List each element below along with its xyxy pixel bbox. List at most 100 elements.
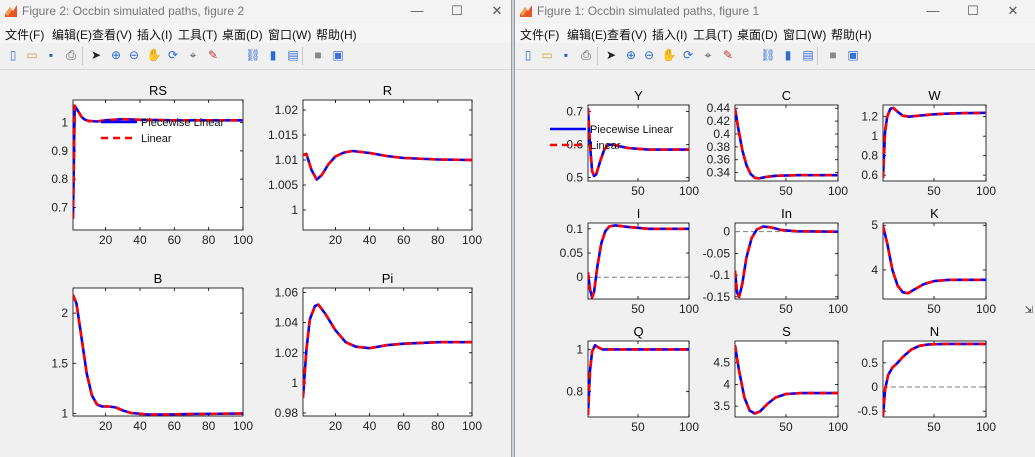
minimize-button[interactable]: — <box>926 3 940 18</box>
y-tick-label: 5 <box>871 218 878 232</box>
axes-q[interactable]: Q 50 100 0.8 1 <box>566 324 699 434</box>
legend[interactable]: Piecewise Linear Linear <box>550 124 673 152</box>
figure-window-2[interactable]: Figure 2: Occbin simulated paths, figure… <box>0 0 512 457</box>
series-line-linear <box>883 225 986 295</box>
legend-icon[interactable]: ▤ <box>287 48 299 62</box>
axes-title: RS <box>149 83 167 98</box>
y-tick-label: 0.8 <box>51 172 68 186</box>
menu-view[interactable]: 查看(V) <box>92 28 132 42</box>
title-bar[interactable]: Figure 1: Occbin simulated paths, figure… <box>515 0 1035 22</box>
x-tick-label: 80 <box>202 233 216 247</box>
pointer-icon[interactable]: ➤ <box>90 48 102 62</box>
hide-plot-tools-icon[interactable]: ■ <box>314 48 322 62</box>
figure-window-1[interactable]: Figure 1: Occbin simulated paths, figure… <box>514 0 1035 457</box>
menu-help[interactable]: 帮助(H) <box>831 28 872 42</box>
colorbar-icon[interactable]: ▮ <box>784 48 792 62</box>
x-tick-label: 50 <box>927 420 941 434</box>
axes-title: B <box>154 271 163 286</box>
colorbar-icon[interactable]: ▮ <box>269 48 277 62</box>
y-tick-label: 1 <box>871 129 878 143</box>
menu-edit[interactable]: 编辑(E) <box>567 28 607 42</box>
y-tick-label: 0.5 <box>566 171 583 185</box>
rotate-3d-icon[interactable]: ⟳ <box>167 48 179 62</box>
series-line-linear <box>303 149 472 181</box>
menu-window[interactable]: 窗口(W) <box>268 28 312 42</box>
x-tick-label: 40 <box>133 233 147 247</box>
show-plot-tools-icon[interactable]: ▣ <box>332 48 344 62</box>
menu-file[interactable]: 文件(F) <box>520 28 560 42</box>
axes-i[interactable]: I 50 100 0 0.05 0.1 <box>560 206 700 316</box>
menu-window[interactable]: 窗口(W) <box>783 28 827 42</box>
brush-icon[interactable]: ✎ <box>722 48 734 62</box>
minimize-button[interactable]: — <box>410 3 424 18</box>
legend[interactable]: Piecewise Linear Linear <box>101 117 224 145</box>
zoom-in-icon[interactable]: ⊕ <box>625 48 637 62</box>
x-tick-label: 40 <box>363 419 377 433</box>
axes-in[interactable]: In 50 100 -0.15 -0.1 -0.05 0 <box>703 206 849 316</box>
new-file-icon[interactable]: ▯ <box>524 48 532 62</box>
open-file-icon[interactable]: ▭ <box>541 48 553 62</box>
brush-icon[interactable]: ✎ <box>207 48 219 62</box>
menu-tools[interactable]: 工具(T) <box>178 28 218 42</box>
data-cursor-icon[interactable]: ⌖ <box>189 48 197 62</box>
maximize-button[interactable]: ☐ <box>967 3 979 18</box>
maximize-button[interactable]: ☐ <box>451 3 463 18</box>
menu-edit[interactable]: 编辑(E) <box>52 28 92 42</box>
zoom-in-icon[interactable]: ⊕ <box>110 48 122 62</box>
axes-n[interactable]: N 50 100 -0.5 0 0.5 <box>857 324 996 434</box>
axes-r[interactable]: R 20 40 60 80 100 1 1.005 1.01 1.015 1.02 <box>268 83 482 247</box>
pointer-icon[interactable]: ➤ <box>605 48 617 62</box>
window-title: Figure 2: Occbin simulated paths, figure… <box>22 4 245 18</box>
close-button[interactable]: ✕ <box>491 3 503 18</box>
menu-tools[interactable]: 工具(T) <box>693 28 733 42</box>
axes-box <box>587 340 690 418</box>
menu-insert[interactable]: 插入(I) <box>652 28 688 42</box>
title-bar[interactable]: Figure 2: Occbin simulated paths, figure… <box>0 0 511 22</box>
axes-w[interactable]: W 50 100 0.6 0.8 1 1.2 <box>861 88 996 198</box>
x-tick-label: 100 <box>233 419 253 433</box>
print-icon[interactable]: ⎙ <box>581 48 591 62</box>
save-icon[interactable]: ▪ <box>563 48 569 62</box>
axes-box <box>882 222 987 300</box>
menu-help[interactable]: 帮助(H) <box>316 28 357 42</box>
axes-b[interactable]: B 20 40 60 80 100 1 1.5 2 <box>51 271 253 433</box>
axes-title: K <box>930 206 939 221</box>
pan-icon[interactable]: ✋ <box>146 48 162 62</box>
menu-desktop[interactable]: 桌面(D) <box>222 28 263 42</box>
close-button[interactable]: ✕ <box>1007 3 1019 18</box>
rotate-3d-icon[interactable]: ⟳ <box>682 48 694 62</box>
menu-insert[interactable]: 插入(I) <box>137 28 173 42</box>
link-plot-icon[interactable]: ⛓ <box>245 48 261 62</box>
print-icon[interactable]: ⎙ <box>66 48 76 62</box>
zoom-out-icon[interactable]: ⊖ <box>643 48 655 62</box>
legend-icon[interactable]: ▤ <box>802 48 814 62</box>
menu-file[interactable]: 文件(F) <box>5 28 45 42</box>
link-plot-icon[interactable]: ⛓ <box>760 48 776 62</box>
hide-plot-tools-icon[interactable]: ■ <box>829 48 837 62</box>
zoom-out-icon[interactable]: ⊖ <box>128 48 140 62</box>
y-tick-label: 0.4 <box>713 127 730 141</box>
data-cursor-icon[interactable]: ⌖ <box>704 48 712 62</box>
new-file-icon[interactable]: ▯ <box>9 48 17 62</box>
menu-view[interactable]: 查看(V) <box>607 28 647 42</box>
x-tick-label: 60 <box>397 419 411 433</box>
axes-s[interactable]: S 50 100 3.5 4 4.5 <box>713 324 848 434</box>
series-line-linear <box>588 224 689 299</box>
axes-c[interactable]: C 50 100 0.340.360.380.40.420.44 <box>707 88 849 198</box>
series-line-linear <box>303 303 472 398</box>
show-plot-tools-icon[interactable]: ▣ <box>847 48 859 62</box>
toolbar-overflow-icon[interactable]: ⇲ <box>1024 305 1033 316</box>
axes-k[interactable]: K 50 100 4 5 <box>871 206 996 316</box>
series-line-linear <box>735 107 838 180</box>
open-file-icon[interactable]: ▭ <box>26 48 38 62</box>
menu-desktop[interactable]: 桌面(D) <box>737 28 778 42</box>
save-icon[interactable]: ▪ <box>48 48 54 62</box>
axes-rs[interactable]: RS 20 40 60 80 100 0.7 0.8 0.9 1 Piecewise Linear L… <box>51 83 253 247</box>
axes-pi[interactable]: Pi 20 40 60 80 100 0.98 1 1.02 1.04 1.06 <box>275 271 483 433</box>
y-tick-label: 1.02 <box>275 103 299 117</box>
x-tick-label: 60 <box>397 233 411 247</box>
pan-icon[interactable]: ✋ <box>661 48 677 62</box>
axes-box <box>734 222 839 300</box>
